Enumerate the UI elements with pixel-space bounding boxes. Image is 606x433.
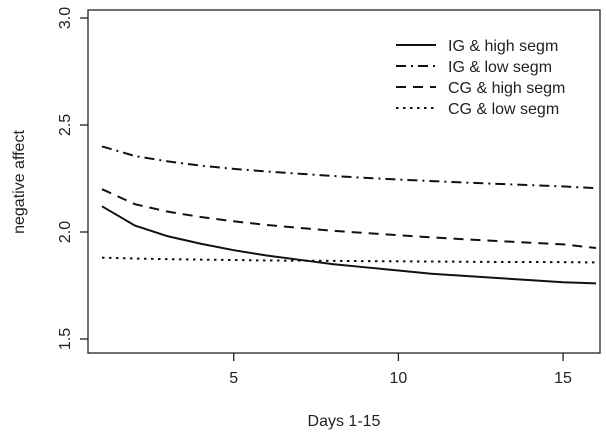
- x-tick-label: 10: [390, 370, 408, 387]
- y-tick-label: 3.0: [57, 7, 74, 29]
- series-line-4: [101, 256, 597, 264]
- legend-label-4: CG & low segm: [448, 101, 559, 118]
- legend: IG & high segm IG & low segm CG & high seg…: [396, 38, 565, 118]
- x-axis: 5 10 15: [229, 353, 572, 387]
- series-line-2: [101, 145, 597, 190]
- plot-frame: [87, 9, 601, 354]
- y-tick-label: 2.0: [57, 221, 74, 243]
- x-axis-label: Days 1-15: [308, 413, 381, 430]
- series-line-3: [101, 188, 597, 250]
- y-axis: 1.5 2.0 2.5 3.0: [57, 7, 88, 350]
- y-tick-label: 2.5: [57, 114, 74, 136]
- y-axis-label: negative affect: [11, 130, 28, 234]
- legend-label-3: CG & high segm: [448, 80, 565, 97]
- legend-label-2: IG & low segm: [448, 59, 552, 76]
- series-group: [101, 145, 597, 285]
- x-tick-label: 5: [229, 370, 238, 387]
- y-tick-label: 1.5: [57, 328, 74, 350]
- legend-label-1: IG & high segm: [448, 38, 558, 55]
- series-line-1: [101, 205, 597, 285]
- x-tick-label: 15: [554, 370, 572, 387]
